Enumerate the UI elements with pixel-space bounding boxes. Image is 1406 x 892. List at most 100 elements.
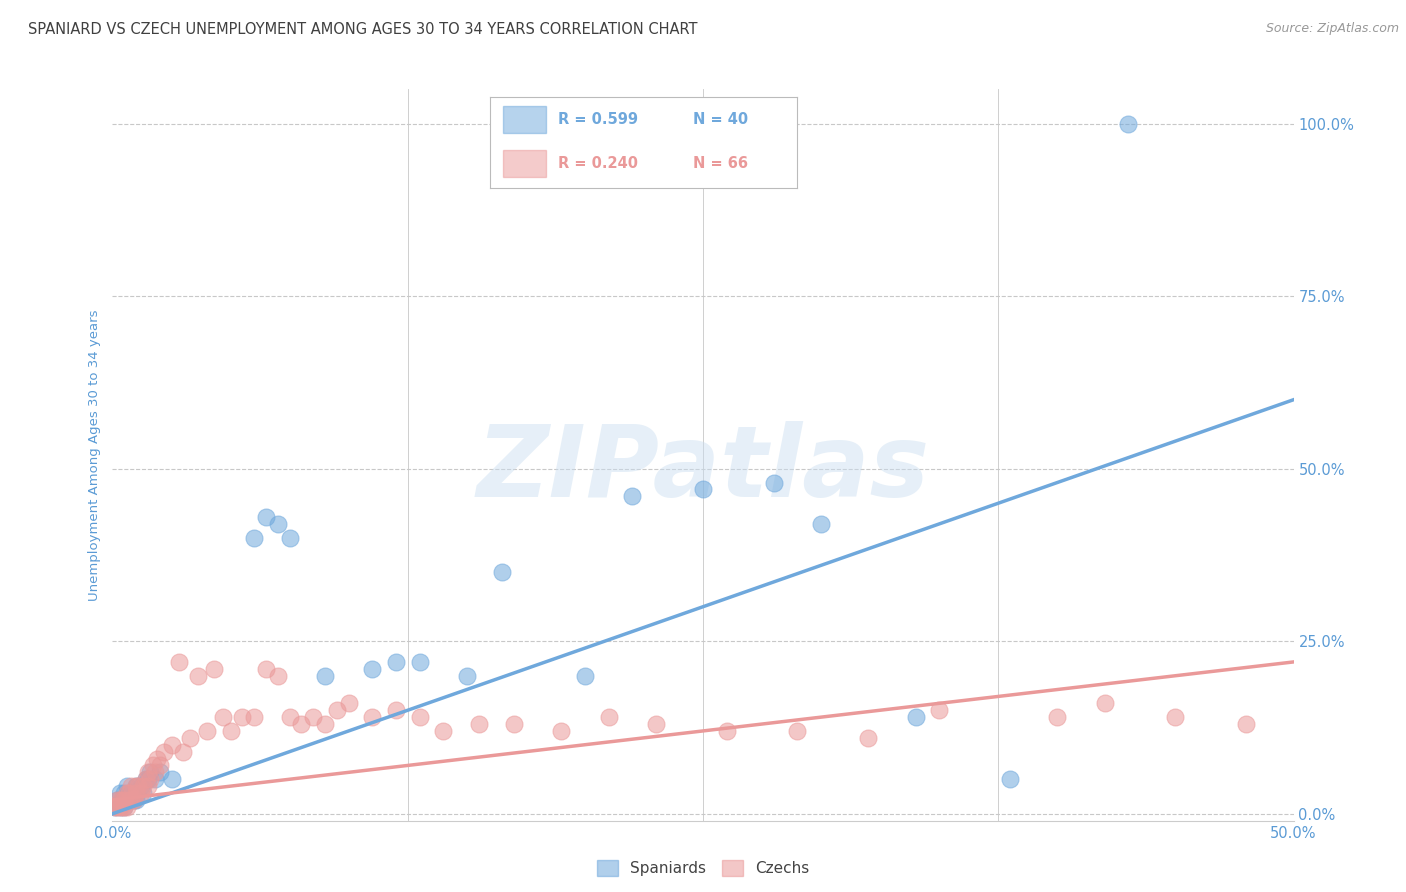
Point <box>644 717 666 731</box>
Point <box>125 779 148 793</box>
Point <box>160 772 183 787</box>
Point <box>129 786 152 800</box>
Point <box>1164 710 1187 724</box>
Point <box>1046 710 1069 724</box>
Point <box>143 765 166 780</box>
Point <box>104 800 127 814</box>
Point <box>179 731 201 745</box>
Point <box>136 772 159 787</box>
Point <box>139 765 162 780</box>
Point <box>146 751 169 765</box>
Point <box>127 779 149 793</box>
Point <box>118 786 141 800</box>
Point <box>105 800 128 814</box>
Point <box>167 655 190 669</box>
Point <box>858 731 880 745</box>
Point <box>111 793 134 807</box>
Point <box>149 765 172 780</box>
Point <box>231 710 253 724</box>
Point <box>108 786 131 800</box>
Point <box>361 710 384 724</box>
Point <box>810 516 832 531</box>
Point <box>456 669 478 683</box>
Point <box>125 786 148 800</box>
Point <box>491 566 513 580</box>
Point <box>125 779 148 793</box>
Point <box>118 793 141 807</box>
Point <box>112 800 135 814</box>
Point <box>115 800 138 814</box>
Point <box>120 779 142 793</box>
Point <box>149 758 172 772</box>
Point <box>108 793 131 807</box>
Point <box>1234 717 1257 731</box>
Point <box>120 793 142 807</box>
Point <box>467 717 489 731</box>
Point <box>135 772 157 787</box>
Point <box>1094 696 1116 710</box>
Point <box>108 800 131 814</box>
Point <box>361 662 384 676</box>
Point <box>186 669 208 683</box>
Y-axis label: Unemployment Among Ages 30 to 34 years: Unemployment Among Ages 30 to 34 years <box>89 310 101 600</box>
Point <box>122 793 145 807</box>
Point <box>503 717 526 731</box>
Point <box>202 662 225 676</box>
Point <box>786 723 808 738</box>
Point <box>243 531 266 545</box>
Point <box>432 723 454 738</box>
Point <box>129 779 152 793</box>
Point <box>302 710 325 724</box>
Point <box>108 800 131 814</box>
Point <box>115 779 138 793</box>
Point <box>111 793 134 807</box>
Point <box>135 772 157 787</box>
Point <box>408 710 430 724</box>
Point <box>125 793 148 807</box>
Point <box>105 793 128 807</box>
Point <box>290 717 312 731</box>
Point <box>385 655 408 669</box>
Point <box>692 483 714 497</box>
Point <box>160 738 183 752</box>
Point <box>267 669 290 683</box>
Point <box>267 516 290 531</box>
Legend: Spaniards, Czechs: Spaniards, Czechs <box>591 855 815 882</box>
Point <box>326 703 349 717</box>
Point <box>928 703 950 717</box>
Point <box>136 779 159 793</box>
Point <box>762 475 785 490</box>
Point <box>136 765 159 780</box>
Point <box>621 489 644 503</box>
Point <box>314 717 336 731</box>
Point <box>105 793 128 807</box>
Point <box>142 758 165 772</box>
Point <box>112 786 135 800</box>
Point <box>143 772 166 787</box>
Point <box>118 793 141 807</box>
Point <box>408 655 430 669</box>
Point <box>598 710 620 724</box>
Point <box>314 669 336 683</box>
Point <box>132 786 155 800</box>
Point <box>904 710 927 724</box>
Point <box>337 696 360 710</box>
Text: ZIPatlas: ZIPatlas <box>477 421 929 518</box>
Point <box>574 669 596 683</box>
Point <box>254 662 277 676</box>
Point <box>104 800 127 814</box>
Point <box>219 723 242 738</box>
Point <box>1116 117 1139 131</box>
Point <box>115 786 138 800</box>
Point <box>278 710 301 724</box>
Point <box>111 800 134 814</box>
Point <box>112 800 135 814</box>
Point <box>120 786 142 800</box>
Point <box>243 710 266 724</box>
Point <box>132 779 155 793</box>
Text: Source: ZipAtlas.com: Source: ZipAtlas.com <box>1265 22 1399 36</box>
Point <box>550 723 572 738</box>
Point <box>115 793 138 807</box>
Point <box>122 793 145 807</box>
Point <box>278 531 301 545</box>
